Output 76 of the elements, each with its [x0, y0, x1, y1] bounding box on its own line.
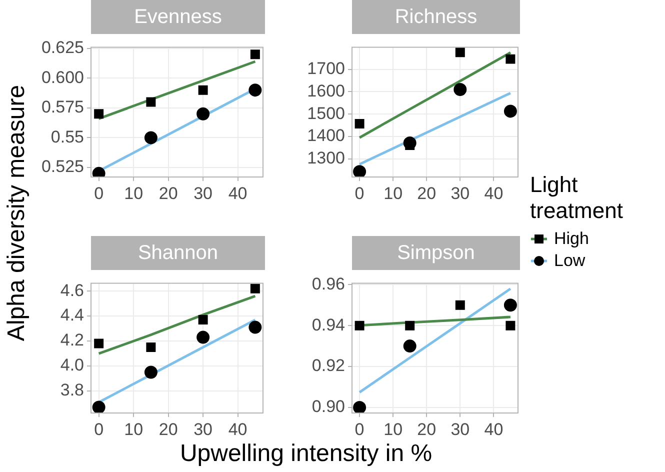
- y-tick-label: 4.4: [60, 306, 84, 325]
- point: [353, 400, 366, 413]
- point: [506, 54, 516, 64]
- x-tick-label: 20: [417, 420, 436, 439]
- point: [94, 338, 104, 348]
- x-tick-label: 40: [484, 184, 504, 203]
- chart-title: Richness: [352, 0, 520, 34]
- point: [146, 342, 156, 352]
- point: [198, 315, 208, 325]
- y-tick-label: 0.90: [312, 397, 345, 416]
- point: [196, 330, 210, 344]
- point: [250, 50, 260, 60]
- point: [403, 340, 416, 353]
- x-tick-label: 20: [158, 184, 178, 203]
- y-tick-label: 0.525: [41, 157, 84, 176]
- chart-title: Simpson: [352, 236, 520, 270]
- x-tick-label: 30: [450, 420, 470, 439]
- x-axis-title: Upwelling intensity in %: [180, 440, 432, 468]
- x-tick-label: 0: [354, 184, 364, 203]
- x-tick-label: 10: [384, 420, 403, 439]
- point: [250, 284, 260, 294]
- x-tick-label: 40: [484, 420, 504, 439]
- point: [94, 109, 104, 119]
- point: [144, 131, 158, 144]
- x-tick-label: 30: [450, 184, 470, 203]
- point: [354, 320, 364, 330]
- x-tick-label: 40: [228, 184, 248, 203]
- y-tick-label: 1300: [307, 148, 345, 168]
- point: [248, 84, 262, 97]
- x-tick-label: 0: [94, 420, 104, 439]
- point: [506, 320, 516, 330]
- y-tick-label: 4.2: [60, 330, 84, 350]
- y-tick-label: 1700: [307, 59, 345, 78]
- point: [405, 320, 415, 330]
- y-tick-label: 0.94: [312, 315, 345, 334]
- x-tick-label: 40: [228, 420, 248, 439]
- y-tick-label: 0.96: [312, 274, 345, 294]
- x-tick-label: 0: [354, 420, 364, 439]
- y-tick-label: 4.6: [60, 280, 84, 300]
- y-tick-label: 1500: [307, 104, 345, 123]
- point: [196, 107, 210, 120]
- point: [198, 85, 208, 95]
- x-tick-label: 20: [158, 420, 178, 439]
- y-tick-label: 0.600: [41, 68, 84, 87]
- y-tick-label: 3.8: [60, 380, 84, 400]
- x-tick-label: 10: [384, 184, 403, 203]
- x-tick-label: 30: [194, 184, 213, 203]
- point: [353, 165, 366, 177]
- point: [454, 82, 467, 96]
- legend-title: Light treatment: [530, 172, 624, 224]
- legend-label: High: [554, 229, 589, 249]
- point: [354, 118, 364, 128]
- x-tick-label: 30: [194, 420, 213, 439]
- point: [504, 298, 517, 312]
- y-tick-label: 1600: [307, 81, 345, 100]
- point: [455, 48, 465, 58]
- y-tick-label: 4.0: [60, 356, 84, 375]
- y-tick-label: 0.55: [50, 127, 84, 146]
- point: [146, 97, 156, 107]
- y-tick-label: 1400: [307, 126, 345, 146]
- x-tick-label: 20: [417, 184, 436, 203]
- x-tick-label: 0: [94, 184, 104, 203]
- chart-title: Shannon: [91, 236, 265, 270]
- legend-label: Low: [554, 251, 586, 271]
- y-axis-title: Alpha diversity measure: [3, 84, 31, 342]
- y-tick-label: 0.92: [312, 356, 345, 376]
- point: [248, 320, 262, 334]
- chart-title: Evenness: [91, 0, 265, 34]
- point: [144, 366, 158, 379]
- point: [455, 300, 465, 310]
- y-tick-label: 0.575: [41, 98, 84, 117]
- x-tick-label: 10: [124, 184, 144, 203]
- y-tick-label: 0.625: [41, 38, 84, 58]
- point: [92, 400, 106, 413]
- x-tick-label: 10: [124, 420, 144, 439]
- point: [504, 104, 517, 118]
